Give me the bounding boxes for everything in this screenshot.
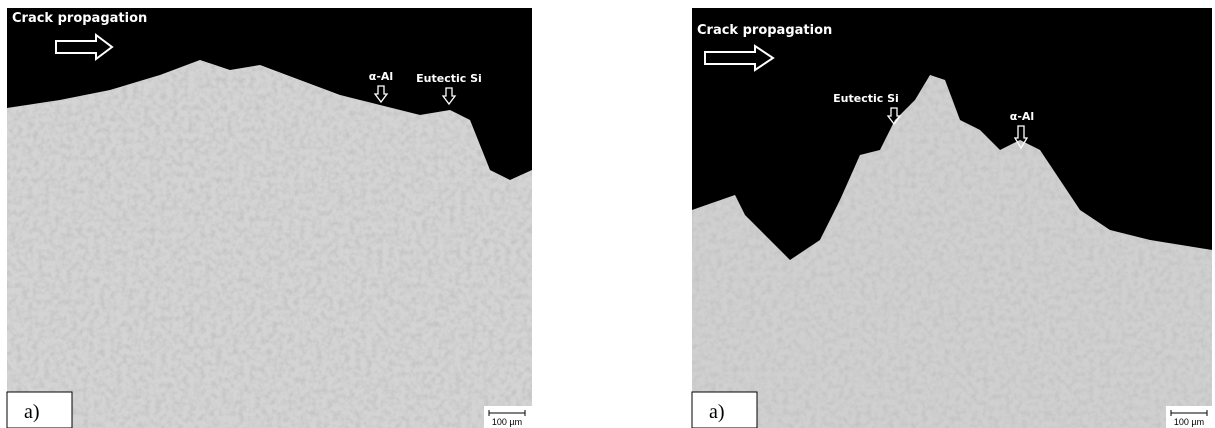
micrograph-left: Crack propagation α-Al Eutectic Si a) 10… bbox=[7, 8, 532, 428]
page: {"panels": [ {"crack_label": "Crack prop… bbox=[0, 0, 1215, 428]
panel-label: a) bbox=[709, 401, 725, 423]
scale-label: 100 µm bbox=[1174, 417, 1204, 427]
crack-label: Crack propagation bbox=[12, 11, 147, 26]
phase-label: Eutectic Si bbox=[416, 72, 482, 85]
micrograph-right: Crack propagation Eutectic Si α-Al a) 10… bbox=[692, 8, 1212, 428]
phase-label: α-Al bbox=[369, 70, 393, 83]
crack-label: Crack propagation bbox=[697, 23, 832, 38]
panel-label: a) bbox=[24, 401, 40, 423]
phase-label: Eutectic Si bbox=[833, 92, 899, 105]
figure: Crack propagation α-Al Eutectic Si a) 10… bbox=[0, 0, 1215, 428]
scale-label: 100 µm bbox=[492, 417, 522, 427]
phase-label: α-Al bbox=[1010, 110, 1034, 123]
